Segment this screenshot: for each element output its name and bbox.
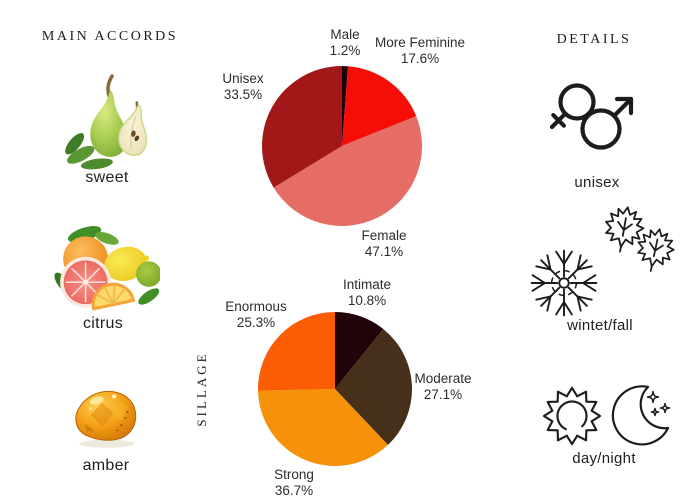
gender-pie-chart — [262, 66, 422, 226]
accord-label-citrus: citrus — [82, 315, 124, 332]
sillage-pie-chart — [258, 312, 412, 466]
maple-leaves-icon — [590, 206, 678, 278]
sun-icon — [541, 385, 603, 447]
accord-label-amber: amber — [82, 457, 130, 474]
pear-illustration — [65, 74, 148, 170]
detail-label-unisex: unisex — [574, 174, 620, 191]
lemon-fruit — [104, 246, 150, 282]
gender-unisex-icon — [546, 74, 640, 158]
pie-slice-unisex — [262, 66, 342, 188]
pie-label-intimate: Intimate 10.8% — [342, 277, 392, 308]
female-symbol — [549, 83, 596, 130]
pear-stem — [106, 74, 114, 99]
sparkle-stars — [646, 390, 671, 417]
citrus-image — [54, 225, 162, 315]
pie-slice-more-feminine — [342, 66, 417, 146]
amber-illustration — [75, 390, 137, 448]
amber-shadow — [79, 439, 135, 448]
citrus-leaf — [95, 232, 119, 245]
amber-image — [68, 384, 146, 450]
pie-label-strong: Strong 36.7% — [274, 467, 314, 498]
pie-slice-male — [342, 66, 349, 146]
details-title: DETAILS — [556, 32, 632, 47]
detail-label-winter-fall: wintet/fall — [567, 317, 633, 334]
pie-slice-intimate — [335, 312, 384, 389]
sillage-axis-label: SILLAGE — [194, 351, 209, 427]
male-symbol — [580, 96, 634, 150]
pear-leaf — [80, 158, 113, 170]
pie-label-moderate: Moderate 27.1% — [414, 371, 472, 402]
pie-label-female: Female 47.1% — [361, 228, 407, 259]
pie-slice-enormous — [258, 312, 335, 391]
pie-slice-female — [273, 116, 422, 226]
citrus-leaf — [138, 288, 160, 305]
pear-leaf — [67, 145, 95, 164]
crescent-moon — [611, 385, 670, 446]
pear-half — [118, 101, 148, 156]
pie-label-unisex: Unisex 33.5% — [222, 71, 264, 102]
main-accords-title: MAIN ACCORDS — [41, 29, 179, 44]
lime-fruit — [136, 261, 162, 287]
pie-label-enormous: Enormous 25.3% — [225, 299, 287, 330]
pie-label-more-feminine: More Feminine 17.6% — [374, 35, 466, 66]
orange-wedge — [91, 282, 136, 311]
maple-leaf — [637, 228, 675, 272]
moon-icon — [607, 383, 673, 449]
detail-label-day-night: day/night — [572, 450, 636, 467]
accord-label-sweet: sweet — [85, 169, 129, 186]
pear-body — [90, 90, 127, 157]
pie-slice-strong — [258, 389, 388, 466]
pear-leaf — [65, 133, 85, 155]
pear-image — [60, 71, 156, 171]
citrus-illustration — [54, 226, 162, 311]
snowflake-icon — [522, 243, 606, 323]
pie-label-male: Male 1.2% — [329, 27, 361, 58]
maple-leaf — [605, 206, 645, 253]
pie-slice-moderate — [335, 329, 412, 445]
